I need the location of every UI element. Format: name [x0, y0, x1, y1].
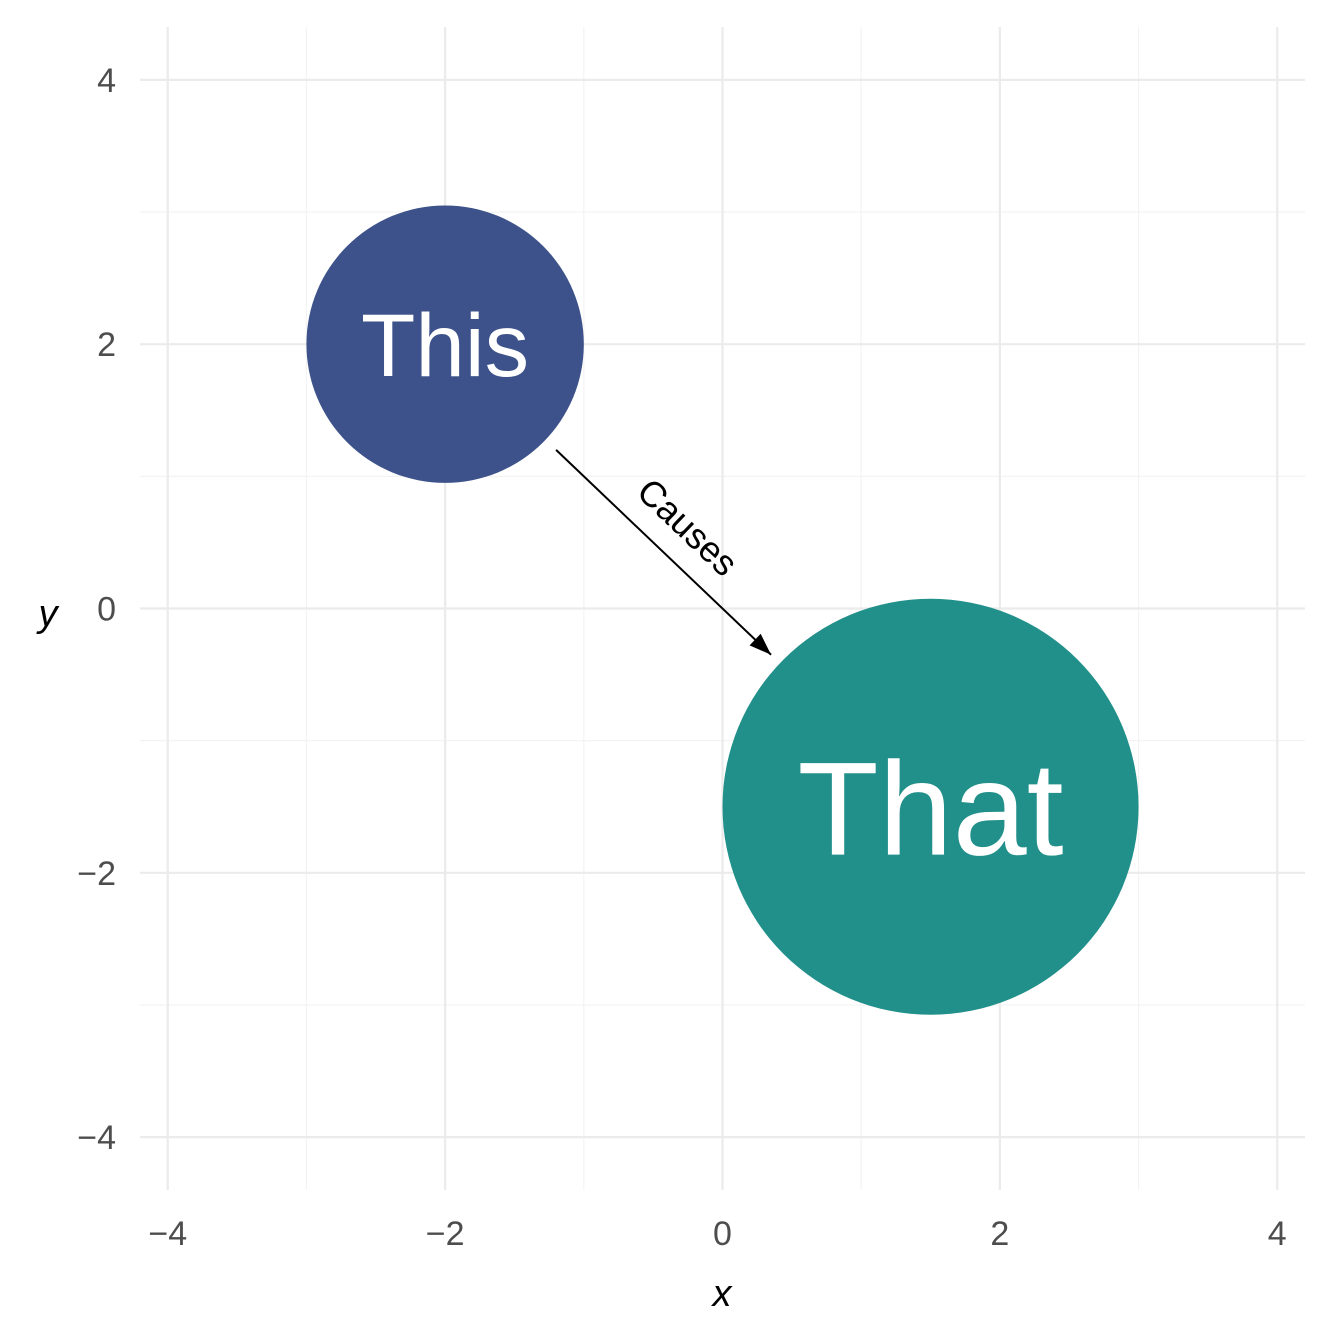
y-tick-label: −2	[77, 855, 116, 893]
y-tick-label: 2	[97, 326, 116, 364]
y-tick-label: 0	[97, 591, 116, 629]
node-circle-this	[306, 205, 584, 483]
x-tick-label: 2	[990, 1215, 1009, 1253]
edge-arrowhead	[749, 633, 772, 655]
y-axis-tick-labels: −4 −2 0 2 4	[77, 62, 116, 1157]
edge-label: Causes	[629, 470, 746, 584]
x-axis-tick-labels: −4 −2 0 2 4	[148, 1215, 1286, 1253]
y-tick-label: 4	[97, 62, 116, 100]
x-tick-label: 4	[1268, 1215, 1287, 1253]
node-circle-that	[722, 598, 1139, 1015]
edge-line	[555, 449, 772, 656]
y-axis-title: y	[36, 593, 60, 635]
nodes: This That	[306, 205, 1139, 1015]
edges: Causes	[555, 449, 772, 656]
x-tick-label: −2	[426, 1215, 465, 1253]
node-label-that: That	[797, 736, 1063, 884]
x-tick-label: −4	[148, 1215, 187, 1253]
major-gridlines	[140, 27, 1305, 1190]
node-label-this: This	[361, 295, 529, 395]
x-tick-label: 0	[713, 1215, 732, 1253]
x-axis-title: x	[711, 1273, 734, 1315]
y-tick-label: −4	[77, 1119, 116, 1157]
